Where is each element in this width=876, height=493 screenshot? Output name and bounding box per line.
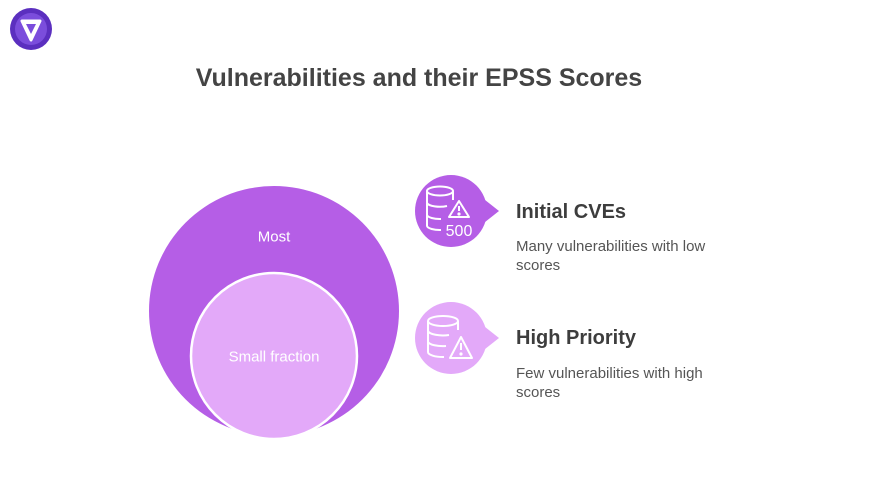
database-warning-icon (426, 185, 470, 232)
page-title: Vulnerabilities and their EPSS Scores (195, 64, 643, 92)
high-priority-title: High Priority (516, 327, 637, 349)
initial-cves-title: Initial CVEs (516, 201, 627, 223)
high-priority-desc: Few vulnerabilities with high scores (516, 365, 703, 401)
initial-cves-icon-bubble (415, 175, 499, 247)
inner-circle-label: Small fraction (228, 348, 320, 366)
initial-cves-desc: Many vulnerabilities with low scores (516, 238, 706, 274)
initial-cves-badge: 500 (446, 223, 473, 240)
inner-circle (189, 271, 359, 441)
outer-circle-label: Most (257, 228, 291, 246)
logo-icon (10, 8, 52, 50)
database-warning-icon (426, 315, 473, 359)
high-priority-icon-bubble (415, 302, 499, 374)
